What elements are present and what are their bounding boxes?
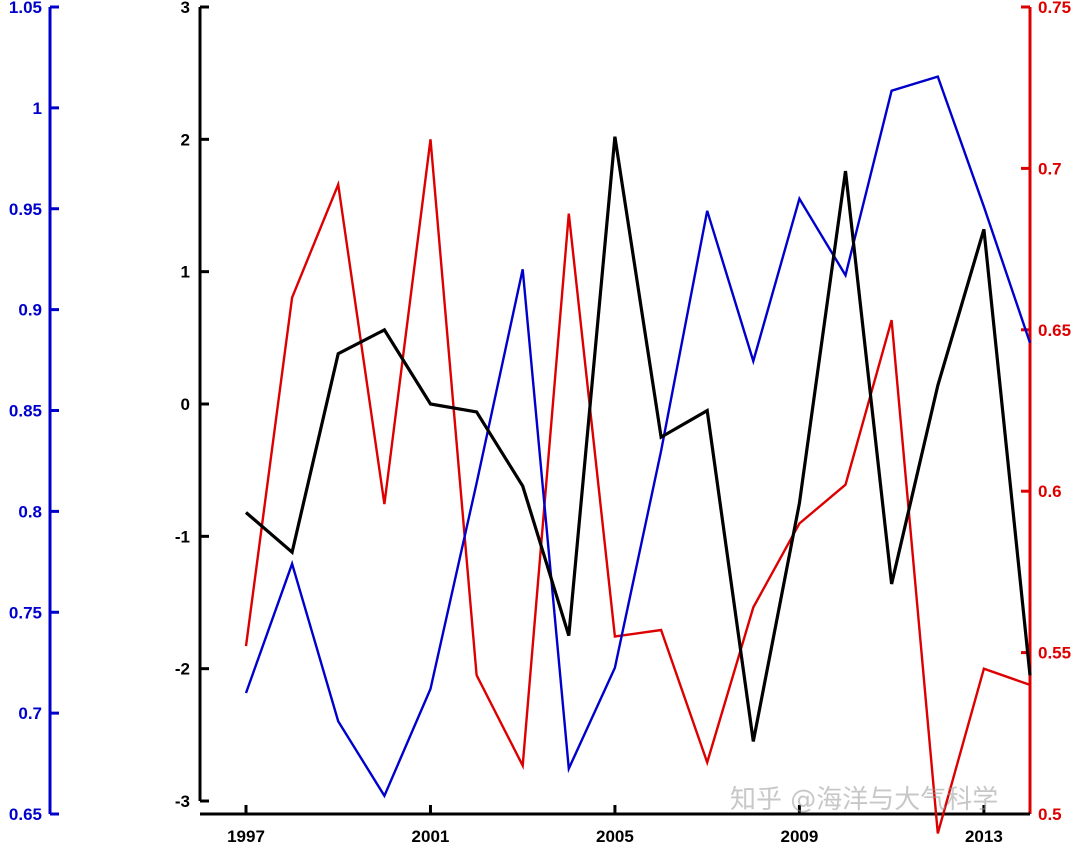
- left_outer-tick-label: 1.05: [9, 0, 42, 17]
- left_inner-tick-label: -3: [175, 792, 190, 811]
- right-tick-label: 0.65: [1038, 321, 1071, 340]
- left_outer-tick-label: 0.95: [9, 200, 42, 219]
- left_inner-tick-label: 3: [181, 0, 190, 17]
- x-tick-label: 1997: [227, 827, 265, 844]
- x-tick-label: 2009: [780, 827, 818, 844]
- x-tick-label: 2001: [412, 827, 450, 844]
- left_outer-tick-label: 0.85: [9, 402, 42, 421]
- left_outer-tick-label: 0.8: [18, 502, 42, 521]
- left_outer-tick-label: 0.75: [9, 603, 42, 622]
- right-tick-label: 0.5: [1038, 805, 1062, 824]
- left_inner-tick-label: 2: [181, 130, 190, 149]
- left_outer-tick-label: 0.9: [18, 301, 42, 320]
- series-layer: [244, 75, 1032, 834]
- left_outer-tick-label: 0.7: [18, 704, 42, 723]
- watermark: 知乎 @海洋与大气科学: [730, 785, 998, 815]
- series-line-left_inner: [244, 136, 1032, 742]
- axes-layer: 0.65 0.7 0.75 0.8 0.85 0.9 0.95 1 1.05 -3 -2 -1 0 1 2 3…: [9, 0, 1071, 844]
- right-tick-label: 0.7: [1038, 159, 1062, 178]
- right-tick-label: 0.55: [1038, 644, 1071, 663]
- x-tick-label: 2005: [596, 827, 634, 844]
- left_outer-tick-label: 1: [33, 99, 42, 118]
- series-line-left_outer: [244, 75, 1032, 799]
- series-line-right: [244, 139, 1031, 834]
- left_outer-tick-label: 0.65: [9, 805, 42, 824]
- left_inner-tick-label: -1: [175, 527, 190, 546]
- left_inner-tick-label: 1: [181, 263, 190, 282]
- left_inner-tick-label: -2: [175, 660, 190, 679]
- right-tick-label: 0.6: [1038, 482, 1062, 501]
- left_inner-tick-label: 0: [181, 395, 190, 414]
- x-tick-label: 2013: [965, 827, 1003, 844]
- right-tick-label: 0.75: [1038, 0, 1071, 17]
